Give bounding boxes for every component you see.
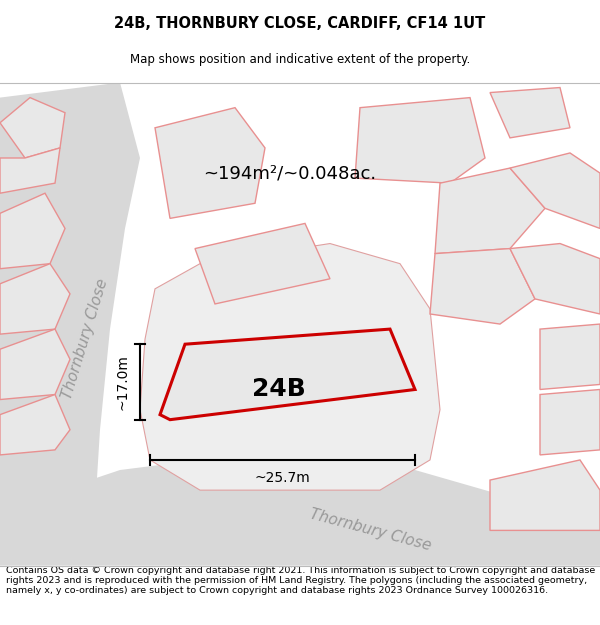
Polygon shape: [0, 148, 60, 193]
Polygon shape: [140, 244, 440, 490]
Text: 24B, THORNBURY CLOSE, CARDIFF, CF14 1UT: 24B, THORNBURY CLOSE, CARDIFF, CF14 1UT: [115, 16, 485, 31]
Polygon shape: [510, 244, 600, 314]
Text: Map shows position and indicative extent of the property.: Map shows position and indicative extent…: [130, 53, 470, 66]
Polygon shape: [155, 107, 265, 218]
Polygon shape: [430, 249, 535, 324]
Polygon shape: [0, 82, 140, 561]
Polygon shape: [0, 264, 70, 334]
Polygon shape: [490, 460, 600, 531]
Polygon shape: [0, 98, 65, 158]
Polygon shape: [0, 394, 70, 455]
Polygon shape: [540, 389, 600, 455]
Text: Thornbury Close: Thornbury Close: [308, 507, 433, 554]
Polygon shape: [540, 324, 600, 389]
Polygon shape: [490, 88, 570, 138]
Polygon shape: [510, 153, 600, 229]
Polygon shape: [0, 329, 70, 399]
Text: ~17.0m: ~17.0m: [115, 354, 129, 410]
Text: ~194m²/~0.048ac.: ~194m²/~0.048ac.: [203, 164, 377, 182]
Text: ~25.7m: ~25.7m: [254, 471, 310, 485]
Text: Thornbury Close: Thornbury Close: [59, 277, 110, 401]
Text: Contains OS data © Crown copyright and database right 2021. This information is : Contains OS data © Crown copyright and d…: [6, 566, 595, 596]
Polygon shape: [195, 223, 330, 304]
Text: 24B: 24B: [252, 378, 306, 401]
Polygon shape: [355, 98, 485, 183]
Polygon shape: [0, 450, 600, 566]
Polygon shape: [160, 329, 415, 419]
Polygon shape: [0, 193, 65, 269]
Polygon shape: [435, 168, 545, 254]
